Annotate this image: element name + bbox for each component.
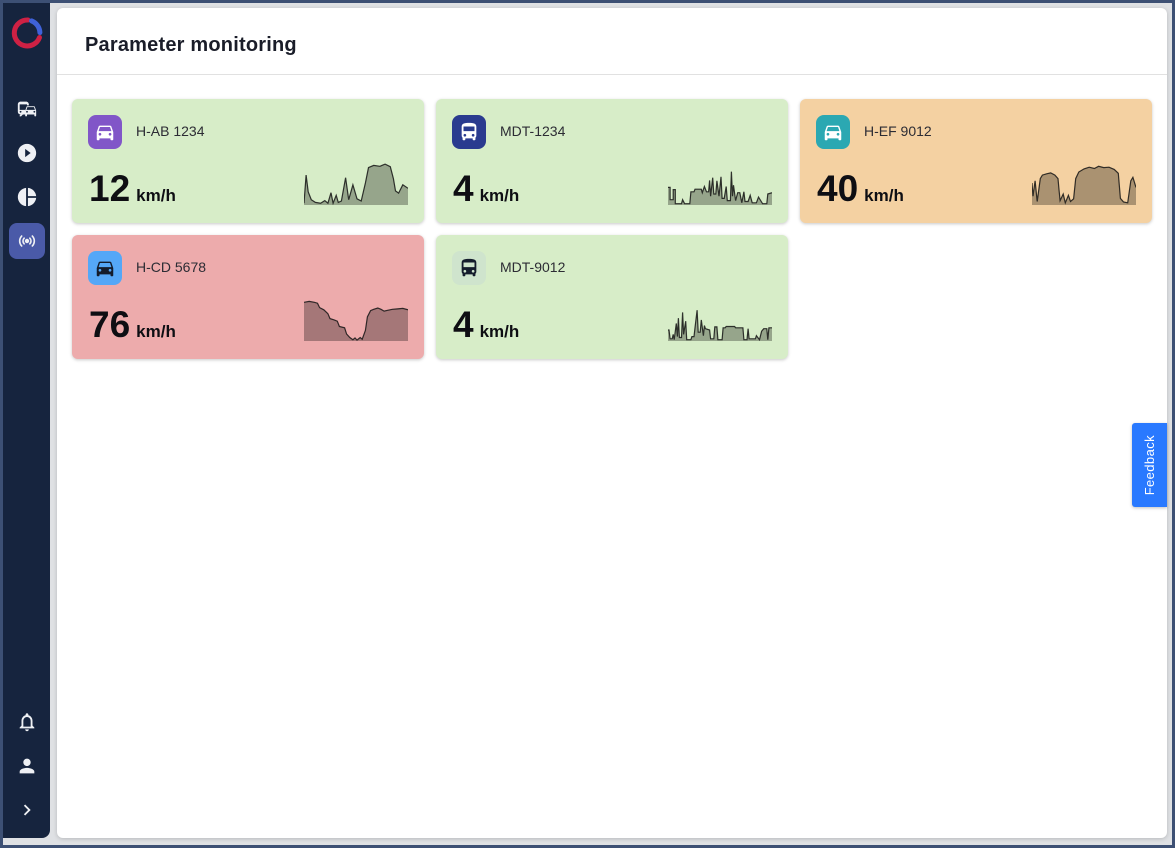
- brand-logo[interactable]: [9, 15, 45, 51]
- vehicle-label: H-AB 1234: [136, 123, 205, 139]
- speed-value: 4: [453, 168, 474, 209]
- chevron-right-icon: [23, 804, 31, 816]
- speed-sparkline: [668, 297, 772, 341]
- speed-sparkline: [304, 297, 408, 341]
- sidebar-nav: [8, 91, 45, 259]
- user-icon: [19, 758, 34, 774]
- vehicle-icon-tile: [816, 115, 850, 149]
- speed-unit: km/h: [479, 186, 520, 205]
- feedback-button[interactable]: Feedback: [1132, 423, 1167, 507]
- vehicle-label: MDT-1234: [500, 123, 566, 139]
- speed-readout: 40 km/h: [817, 170, 904, 207]
- speed-readout: 4 km/h: [453, 170, 519, 207]
- page-header: Parameter monitoring: [57, 8, 1167, 74]
- speed-readout: 4 km/h: [453, 306, 519, 343]
- speed-unit: km/h: [864, 186, 904, 205]
- bell-icon: [19, 713, 34, 732]
- vehicle-card-mdt-9012[interactable]: MDT-9012 4 km/h: [436, 235, 788, 359]
- sidebar: [3, 3, 50, 838]
- sidebar-item-vehicles[interactable]: [9, 91, 45, 127]
- vehicle-icon-tile: [452, 251, 486, 285]
- speed-sparkline: [304, 161, 408, 205]
- vehicle-label: H-EF 9012: [864, 123, 932, 139]
- speed-unit: km/h: [136, 322, 176, 341]
- vehicle-card-h-ef-9012[interactable]: H-EF 9012 40 km/h: [800, 99, 1152, 223]
- sidebar-item-parameter-monitoring[interactable]: [8, 223, 45, 259]
- car-icon: [96, 125, 114, 141]
- commute-icon: [17, 101, 36, 117]
- vehicle-card-h-ab-1234[interactable]: H-AB 1234 12 km/h: [72, 99, 424, 223]
- page-title: Parameter monitoring: [85, 34, 297, 56]
- speed-value: 76: [89, 304, 131, 345]
- vehicle-card-h-cd-5678[interactable]: H-CD 5678 76 km/h: [72, 235, 424, 359]
- header-divider: [57, 74, 1167, 75]
- bus-icon: [461, 122, 477, 141]
- speed-unit: km/h: [479, 322, 520, 341]
- vehicle-label: MDT-9012: [500, 259, 566, 275]
- speed-value: 4: [453, 304, 474, 345]
- broadcast-icon: [18, 235, 35, 247]
- speed-value: 12: [89, 168, 131, 209]
- car-icon: [824, 125, 842, 141]
- sidebar-item-playback[interactable]: [9, 135, 45, 171]
- main-panel: Parameter monitoring H-AB 1234 12 km/h M: [57, 8, 1167, 838]
- speed-sparkline: [1032, 161, 1136, 205]
- vehicle-icon-tile: [88, 251, 122, 285]
- pie-chart-icon: [17, 187, 36, 207]
- sidebar-footer: [9, 704, 45, 828]
- notifications-button[interactable]: [9, 704, 45, 740]
- user-account-button[interactable]: [9, 748, 45, 784]
- vehicle-icon-tile: [88, 115, 122, 149]
- vehicle-card-mdt-1234[interactable]: MDT-1234 4 km/h: [436, 99, 788, 223]
- speed-readout: 12 km/h: [89, 170, 176, 207]
- sidebar-expand-button[interactable]: [9, 792, 45, 828]
- speed-readout: 76 km/h: [89, 306, 176, 343]
- vehicle-icon-tile: [452, 115, 486, 149]
- speed-value: 40: [817, 168, 859, 209]
- bus-icon: [461, 258, 477, 277]
- car-icon: [96, 261, 114, 277]
- sidebar-item-statistics[interactable]: [9, 179, 45, 215]
- vehicle-label: H-CD 5678: [136, 259, 207, 275]
- speed-sparkline: [668, 161, 772, 205]
- vehicle-card-grid: H-AB 1234 12 km/h MDT-1234 4 km/h: [57, 75, 1167, 383]
- play-circle-icon: [17, 143, 36, 163]
- feedback-button-label: Feedback: [1142, 434, 1157, 496]
- speed-unit: km/h: [136, 186, 176, 205]
